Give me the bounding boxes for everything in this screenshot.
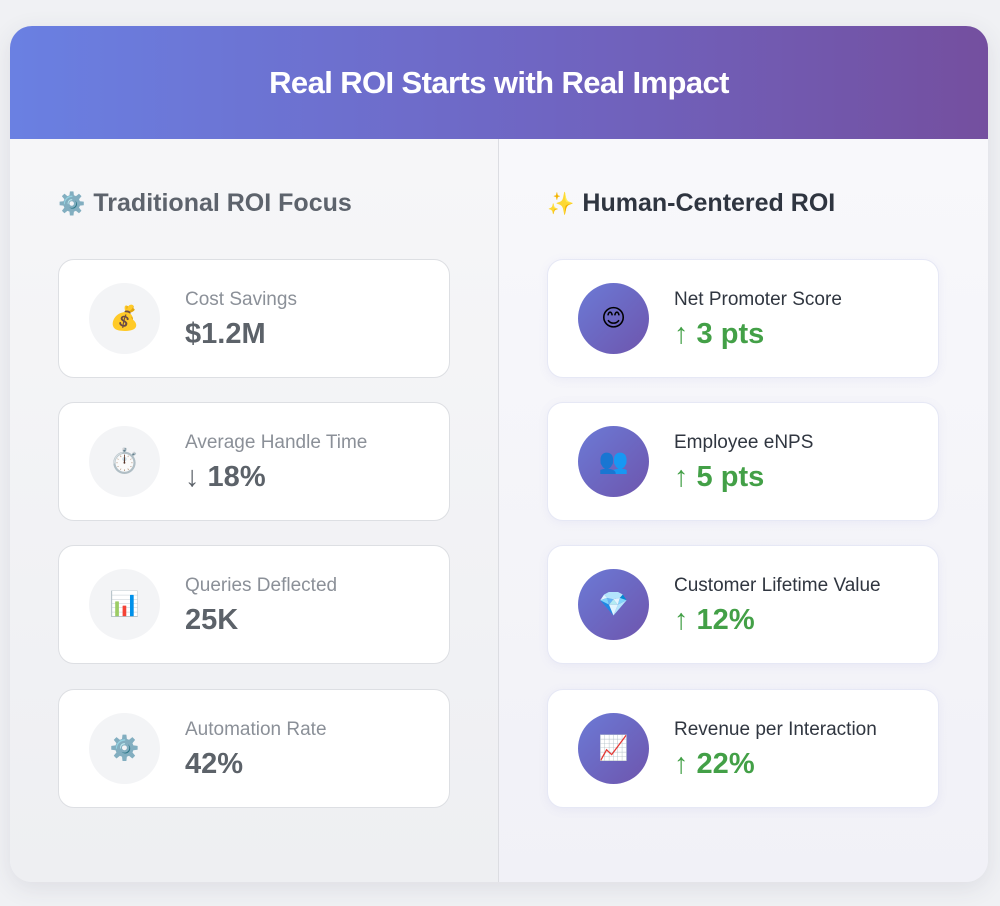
- human-centered-roi-column: ✨ Human-Centered ROI 😊 Net Promoter Scor…: [499, 139, 988, 882]
- metric-card-average-handle-time: ⏱️ Average Handle Time ↓ 18%: [58, 402, 450, 521]
- metric-value: ↓ 18%: [185, 460, 266, 493]
- card-header: Real ROI Starts with Real Impact: [10, 26, 988, 139]
- traditional-roi-title: Traditional ROI Focus: [93, 189, 352, 217]
- traditional-roi-heading: ⚙️ Traditional ROI Focus: [58, 189, 352, 218]
- gear-icon: ⚙️: [58, 190, 86, 216]
- metric-value: ↑ 5 pts: [674, 460, 765, 493]
- metric-label: Automation Rate: [185, 718, 327, 740]
- sparkles-icon: ✨: [547, 190, 575, 216]
- metric-value: ↑ 3 pts: [674, 317, 765, 350]
- money-bag-icon: 💰: [89, 283, 160, 354]
- metric-card-cost-savings: 💰 Cost Savings $1.2M: [58, 259, 450, 378]
- traditional-roi-column: ⚙️ Traditional ROI Focus 💰 Cost Savings …: [10, 139, 499, 882]
- gear-icon: ⚙️: [89, 713, 160, 784]
- human-centered-roi-title: Human-Centered ROI: [582, 189, 836, 217]
- metric-label: Average Handle Time: [185, 431, 368, 453]
- metric-label: Queries Deflected: [185, 574, 338, 596]
- metric-value: ↑ 22%: [674, 747, 755, 780]
- metric-label: Cost Savings: [185, 288, 297, 310]
- metric-value: 25K: [185, 603, 239, 636]
- metric-label: Net Promoter Score: [674, 288, 842, 310]
- human-centered-roi-heading: ✨ Human-Centered ROI: [547, 189, 835, 218]
- gem-icon: 💎: [578, 569, 649, 640]
- metric-value: ↑ 12%: [674, 603, 755, 636]
- metric-value: 42%: [185, 747, 244, 780]
- trending-up-chart-icon: 📈: [578, 713, 649, 784]
- stopwatch-icon: ⏱️: [89, 426, 160, 497]
- metric-card-queries-deflected: 📊 Queries Deflected 25K: [58, 545, 450, 664]
- page-title: Real ROI Starts with Real Impact: [269, 64, 729, 100]
- roi-comparison-card: Real ROI Starts with Real Impact ⚙️ Trad…: [10, 26, 988, 882]
- metric-card-employee-enps: 👥 Employee eNPS ↑ 5 pts: [547, 402, 939, 521]
- metric-label: Employee eNPS: [674, 431, 814, 453]
- metric-card-revenue-per-interaction: 📈 Revenue per Interaction ↑ 22%: [547, 689, 939, 808]
- metric-card-net-promoter-score: 😊 Net Promoter Score ↑ 3 pts: [547, 259, 939, 378]
- smiley-face-icon: 😊: [578, 283, 649, 354]
- metric-card-customer-lifetime-value: 💎 Customer Lifetime Value ↑ 12%: [547, 545, 939, 664]
- bar-chart-icon: 📊: [89, 569, 160, 640]
- comparison-columns: ⚙️ Traditional ROI Focus 💰 Cost Savings …: [10, 139, 988, 882]
- people-icon: 👥: [578, 426, 649, 497]
- metric-label: Customer Lifetime Value: [674, 574, 881, 596]
- metric-label: Revenue per Interaction: [674, 718, 877, 740]
- metric-card-automation-rate: ⚙️ Automation Rate 42%: [58, 689, 450, 808]
- metric-value: $1.2M: [185, 317, 266, 350]
